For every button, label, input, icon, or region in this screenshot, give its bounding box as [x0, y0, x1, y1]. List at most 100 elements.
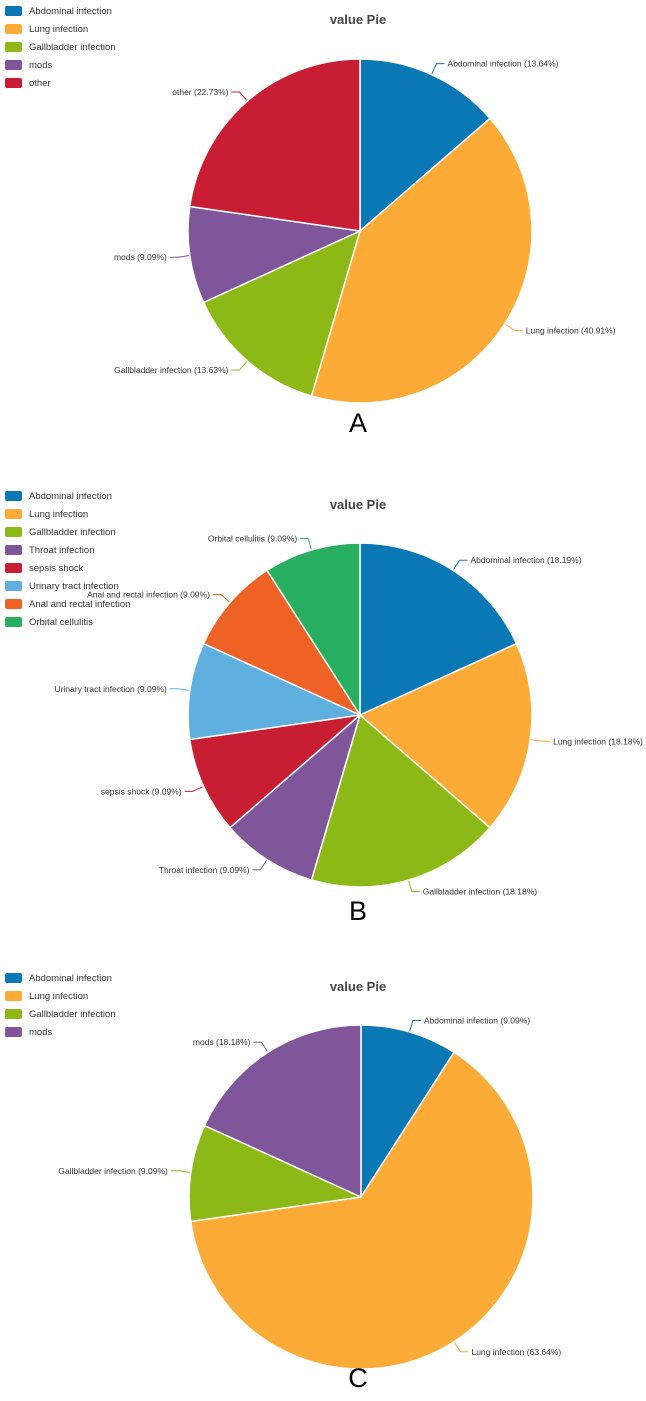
- leader-line-mods: [253, 1041, 268, 1052]
- legend-swatch: [5, 1027, 22, 1037]
- legend-label: mods: [29, 59, 53, 71]
- legend-item-abdominal-infection[interactable]: Abdominal infection: [5, 487, 130, 505]
- legend-item-gallbladder-infection[interactable]: Gallbladder infection: [5, 1005, 116, 1023]
- legend-item-other[interactable]: other: [5, 74, 116, 92]
- legend-item-mods[interactable]: mods: [5, 56, 116, 74]
- leader-line-lung-infection: [454, 1342, 469, 1353]
- leader-line-abdominal-infection: [409, 1019, 421, 1032]
- pie-slice-mods[interactable]: [203, 1024, 362, 1198]
- leader-line-urinary-tract-infection: [169, 688, 189, 691]
- pie-slice-lung-infection[interactable]: [190, 1051, 534, 1370]
- panel-label: A: [348, 408, 367, 438]
- panel-label: C: [348, 1363, 368, 1393]
- legend-item-throat-infection[interactable]: Throat infection: [5, 541, 130, 559]
- legend-label: Gallbladder infection: [29, 526, 116, 538]
- slice-label-lung-infection: Lung infection (18.18%): [553, 736, 643, 746]
- legend-label: Abdominal infection: [29, 972, 112, 984]
- legend-swatch: [5, 563, 22, 573]
- legend-item-orbital-cellulitis[interactable]: Orbital cellulitis: [5, 613, 130, 631]
- chart-title: value Pie: [329, 12, 387, 27]
- leader-line-throat-infection: [252, 860, 267, 871]
- legend-item-abdominal-infection[interactable]: Abdominal infection: [5, 969, 116, 987]
- slice-label-throat-infection: Throat infection (9.09%): [159, 865, 250, 875]
- legend-label: Anal and rectal infection: [29, 598, 131, 610]
- slice-label-gallbladder-infection: Gallbladder infection (13.63%): [114, 365, 229, 375]
- legend-label: Orbital cellulitis: [29, 616, 93, 628]
- legend-label: sepsis shock: [29, 562, 84, 574]
- legend-swatch: [5, 599, 22, 609]
- legend-item-lung-infection[interactable]: Lung infection: [5, 505, 130, 523]
- pie-slice-mods[interactable]: [187, 205, 361, 304]
- pie-slice-urinary-tract-infection[interactable]: [187, 642, 361, 741]
- legend-swatch: [5, 1009, 22, 1019]
- leader-line-gallbladder-infection: [408, 880, 420, 893]
- pie-slice-anal-and-rectal-infection[interactable]: [202, 569, 361, 716]
- legend-swatch: [5, 527, 22, 537]
- legend-swatch: [5, 78, 22, 88]
- slice-label-anal-and-rectal-infection: Anal and rectal infection (9.09%): [87, 589, 210, 599]
- legend-label: other: [29, 77, 51, 89]
- pie-slice-throat-infection[interactable]: [229, 714, 361, 881]
- slice-label-lung-infection: Lung infection (40.91%): [526, 326, 616, 336]
- legend-item-abdominal-infection[interactable]: Abdominal infection: [5, 2, 116, 20]
- slice-label-abdominal-infection: Abdominal infection (9.09%): [424, 1015, 530, 1025]
- pie-slice-gallbladder-infection[interactable]: [310, 714, 491, 888]
- legend-label: Abdominal infection: [29, 490, 112, 502]
- pie-slice-orbital-cellulitis[interactable]: [266, 542, 361, 716]
- pie-slice-other[interactable]: [189, 58, 361, 232]
- slice-label-mods: mods (9.09%): [114, 252, 167, 262]
- legend-item-urinary-tract-infection[interactable]: Urinary tract infection: [5, 577, 130, 595]
- pie-slice-lung-infection[interactable]: [359, 642, 533, 829]
- legend-item-lung-infection[interactable]: Lung infection: [5, 987, 116, 1005]
- pie-slice-abdominal-infection[interactable]: [359, 58, 491, 232]
- legend-label: Throat infection: [29, 544, 95, 556]
- legend-label: Abdominal infection: [29, 5, 112, 17]
- pie-slice-abdominal-infection[interactable]: [359, 542, 518, 716]
- pie-chart: Abdominal infection (13.64%) Lung infecti…: [114, 58, 616, 404]
- legend-item-lung-infection[interactable]: Lung infection: [5, 20, 116, 38]
- legend-swatch: [5, 545, 22, 555]
- leader-line-other: [231, 91, 248, 101]
- pie-panel-a: Abdominal infection Lung infection Gallbla…: [0, 0, 646, 445]
- pie-slice-abdominal-infection[interactable]: [360, 1024, 455, 1198]
- leader-line-sepsis-shock: [184, 786, 203, 792]
- leader-line-lung-infection: [531, 739, 551, 742]
- legend-swatch: [5, 24, 22, 34]
- leader-line-lung-infection: [505, 324, 523, 332]
- legend: Abdominal infection Lung infection Gallbla…: [5, 487, 130, 631]
- chart-title: value Pie: [329, 497, 387, 512]
- legend-label: Lung infection: [29, 23, 89, 35]
- legend-item-gallbladder-infection[interactable]: Gallbladder infection: [5, 38, 116, 56]
- legend-swatch: [5, 973, 22, 983]
- leader-line-abdominal-infection: [431, 63, 445, 74]
- legend-swatch: [5, 617, 22, 627]
- legend-label: Gallbladder infection: [29, 1008, 116, 1020]
- slice-label-abdominal-infection: Abdominal infection (18.19%): [471, 555, 582, 565]
- pie-slice-sepsis-shock[interactable]: [189, 714, 361, 829]
- leader-line-abdominal-infection: [453, 559, 468, 570]
- pie-panel-b: Abdominal infection Lung infection Gallbla…: [0, 485, 646, 930]
- legend-swatch: [5, 509, 22, 519]
- pie-chart: Abdominal infection (9.09%) Lung infectio…: [58, 1015, 561, 1370]
- leader-line-anal-and-rectal-infection: [212, 593, 230, 603]
- pie-slice-gallbladder-infection[interactable]: [202, 230, 361, 397]
- legend: Abdominal infection Lung infection Gallbla…: [5, 969, 116, 1041]
- slice-label-sepsis-shock: sepsis shock (9.09%): [101, 786, 182, 796]
- legend-swatch: [5, 42, 22, 52]
- chart-title: value Pie: [329, 979, 387, 994]
- slice-label-other: other (22.73%): [172, 87, 228, 97]
- legend-item-gallbladder-infection[interactable]: Gallbladder infection: [5, 523, 130, 541]
- legend: Abdominal infection Lung infection Gallbla…: [5, 2, 116, 92]
- pie-slice-gallbladder-infection[interactable]: [188, 1124, 362, 1223]
- panel-label: B: [348, 896, 367, 926]
- legend-label: mods: [29, 1026, 53, 1038]
- legend-item-mods[interactable]: mods: [5, 1023, 116, 1041]
- legend-swatch: [5, 60, 22, 70]
- pie-slice-lung-infection[interactable]: [310, 117, 533, 404]
- legend-swatch: [5, 581, 22, 591]
- slice-label-orbital-cellulitis: Orbital cellulitis (9.09%): [208, 533, 297, 543]
- legend-item-anal-and-rectal-infection[interactable]: Anal and rectal infection: [5, 595, 130, 613]
- leader-line-gallbladder-infection: [231, 361, 248, 371]
- legend-item-sepsis-shock[interactable]: sepsis shock: [5, 559, 130, 577]
- slice-label-lung-infection: Lung infection (63.64%): [471, 1347, 561, 1357]
